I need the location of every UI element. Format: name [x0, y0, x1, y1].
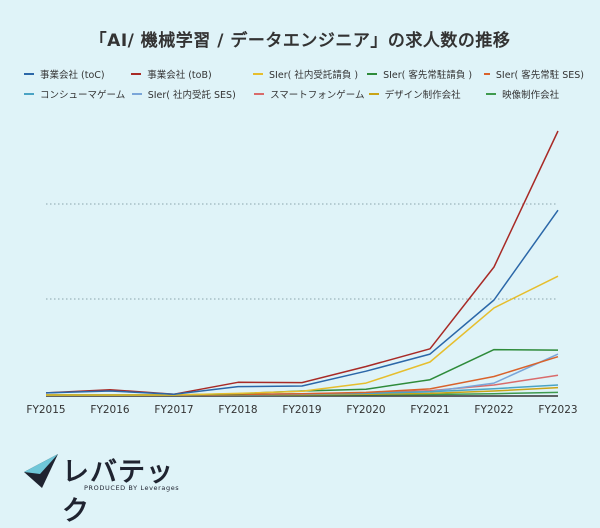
x-tick-label: FY2022	[474, 404, 513, 416]
legend-label: 事業会社 (toC)	[40, 70, 105, 81]
legend-swatch	[484, 73, 490, 75]
legend-swatch	[131, 73, 142, 75]
legend-item: 事業会社 (toB)	[131, 67, 253, 81]
x-tick-label: FY2023	[538, 404, 577, 416]
x-tick-label: FY2015	[26, 404, 65, 416]
legend-label: コンシューマゲーム	[40, 90, 126, 101]
brand-mark-icon	[24, 454, 58, 488]
legend-label: SIer( 客先常駐請負 )	[383, 70, 473, 81]
legend-label: スマートフォンゲーム	[270, 90, 365, 101]
legend-label: SIer( 社内受託 SES)	[147, 90, 236, 101]
brand-subtitle: PRODUCED BY Leverages	[84, 484, 180, 492]
legend-row: コンシューマゲーム SIer( 社内受託 SES) スマートフォンゲーム デザイン制作…	[24, 84, 584, 104]
series-line	[45, 209, 559, 395]
legend-swatch	[367, 73, 378, 75]
legend-item: SIer( 社内受託請負 )	[253, 67, 367, 81]
legend-swatch	[131, 93, 142, 95]
legend-swatch	[24, 73, 34, 75]
brand-logo: レバテック PRODUCED BY Leverages	[22, 452, 182, 527]
legend-item: SIer( 客先常駐請負 )	[367, 67, 484, 81]
legend-row: 事業会社 (toC) 事業会社 (toB) SIer( 社内受託請負 ) SIer( …	[24, 64, 584, 84]
x-tick-label: FY2020	[346, 404, 385, 416]
legend-swatch	[24, 93, 34, 95]
legend-label: 映像制作会社	[502, 90, 560, 101]
chart-title: 「AI/ 機械学習 / データエンジニア」の求人数の推移	[89, 31, 511, 51]
legend-item: コンシューマゲーム	[24, 87, 132, 101]
x-tick-label: FY2019	[282, 404, 321, 416]
chart-legend: 事業会社 (toC) 事業会社 (toB) SIer( 社内受託請負 ) SIer( …	[24, 64, 584, 104]
legend-swatch	[254, 93, 265, 95]
x-tick-label: FY2018	[218, 404, 257, 416]
x-tick-label: FY2021	[410, 404, 449, 416]
legend-swatch	[368, 93, 379, 95]
x-tick-label: FY2017	[154, 404, 193, 416]
legend-swatch	[486, 93, 497, 95]
legend-item: 映像制作会社	[486, 87, 584, 101]
legend-item: スマートフォンゲーム	[254, 87, 369, 101]
legend-item: デザイン制作会社	[368, 87, 486, 101]
legend-swatch	[253, 73, 264, 75]
line-chart: FY2015 FY2016 FY2017 FY2018 FY2019 FY2020 FY20…	[26, 130, 578, 416]
legend-label: 事業会社 (toB)	[147, 70, 212, 81]
legend-item: SIer( 社内受託 SES)	[131, 87, 254, 101]
legend-item: 事業会社 (toC)	[24, 67, 131, 81]
series-line	[46, 348, 559, 396]
legend-label: SIer( 客先常駐 SES)	[495, 70, 585, 81]
series-line	[45, 130, 559, 395]
legend-label: デザイン制作会社	[384, 90, 461, 101]
series-line	[46, 275, 559, 396]
legend-label: SIer( 社内受託請負 )	[269, 70, 359, 81]
x-tick-label: FY2016	[90, 404, 129, 416]
legend-item: SIer( 客先常駐 SES)	[484, 67, 584, 81]
